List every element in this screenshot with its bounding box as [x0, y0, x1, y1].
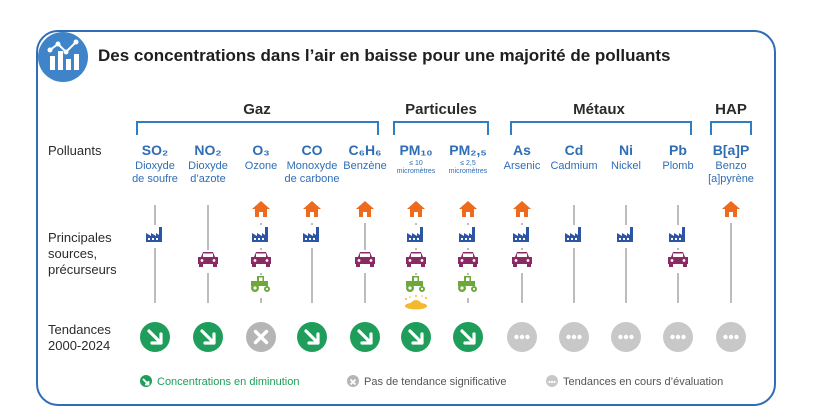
car-icon: [354, 250, 376, 273]
pollutant-9-source-line: [573, 205, 575, 303]
group-label-gaz: Gaz: [243, 101, 271, 118]
factory-icon: [145, 225, 165, 248]
factory-icon: [458, 225, 478, 248]
pollutant-11-name: Plomb: [662, 160, 694, 172]
pollutant-12-name: Benzo [a]pyrène: [708, 160, 754, 185]
pollutant-1-trend-down-arrow-icon: [140, 322, 170, 352]
car-icon: [667, 250, 689, 273]
pollutant-10-trend-dots-icon: [611, 322, 641, 352]
pollutant-2-name: Dioxyde d’azote: [188, 160, 228, 185]
pollutant-10-source-line: [625, 205, 627, 303]
legend-none-label: Pas de tendance significative: [364, 376, 507, 388]
house-icon: [512, 200, 532, 223]
pollutant-3-code: O₃: [252, 142, 270, 158]
car-icon: [405, 250, 427, 273]
house-icon: [406, 200, 426, 223]
pollutant-10-code: Ni: [619, 142, 633, 158]
car-icon: [511, 250, 533, 273]
pollutant-8-trend-dots-icon: [507, 322, 537, 352]
row-label-tendances: Tendances 2000-2024: [48, 322, 111, 353]
legend-down-label: Concentrations en diminution: [157, 376, 300, 388]
pollutant-3-trend-cross-icon: [246, 322, 276, 352]
legend-eval-label: Tendances en cours d’évaluation: [563, 376, 724, 388]
factory-icon: [512, 225, 532, 248]
legend-none-icon: [347, 375, 359, 387]
house-icon: [721, 200, 741, 223]
factory-icon: [302, 225, 322, 248]
legend-eval-icon: [546, 375, 558, 387]
pollutant-4-name: Monoxyde de carbone: [284, 160, 340, 185]
pollutant-11-code: Pb: [669, 142, 687, 158]
group-label-metaux: Métaux: [573, 101, 625, 118]
pollutant-8-code: As: [513, 142, 531, 158]
pollutant-8-name: Arsenic: [503, 160, 541, 172]
group-bracket-gaz: [136, 121, 379, 135]
factory-icon: [406, 225, 426, 248]
pollutant-12-trend-dots-icon: [716, 322, 746, 352]
pollutant-2-trend-down-arrow-icon: [193, 322, 223, 352]
pollutant-12-code: B[a]P: [712, 142, 750, 158]
car-icon: [197, 250, 219, 273]
dust-pile-icon: [401, 294, 431, 315]
car-icon: [250, 250, 272, 273]
pollutant-1-name: Dioxyde de soufre: [132, 160, 178, 185]
page-title: Des concentrations dans l’air en baisse …: [98, 46, 671, 65]
pollutant-4-trend-down-arrow-icon: [297, 322, 327, 352]
factory-icon: [564, 225, 584, 248]
pollutant-1-source-line: [154, 205, 156, 303]
pollutant-1-code: SO₂: [141, 142, 169, 158]
group-bracket-particules: [393, 121, 489, 135]
group-label-hap: HAP: [715, 101, 747, 118]
row-label-polluants: Polluants: [48, 143, 102, 158]
house-icon: [302, 200, 322, 223]
pollutant-4-source-line: [311, 205, 313, 303]
pollutant-9-trend-dots-icon: [559, 322, 589, 352]
infographic-frame: [36, 30, 776, 406]
pollutant-7-trend-down-arrow-icon: [453, 322, 483, 352]
group-bracket-metaux: [510, 121, 692, 135]
tractor-icon: [404, 275, 428, 298]
pollutant-4-code: CO: [301, 142, 323, 158]
pollutant-9-code: Cd: [564, 142, 584, 158]
factory-icon: [616, 225, 636, 248]
tractor-icon: [249, 275, 273, 298]
pollutant-6-trend-down-arrow-icon: [401, 322, 431, 352]
pollutant-6-size-note: ≤ 10 micromètres: [396, 160, 436, 175]
pollutant-11-trend-dots-icon: [663, 322, 693, 352]
car-icon: [457, 250, 479, 273]
house-icon: [251, 200, 271, 223]
pollutant-9-name: Cadmium: [550, 160, 598, 172]
legend-down-icon: [140, 375, 152, 387]
tractor-icon: [456, 275, 480, 298]
pollutant-3-name: Ozone: [244, 160, 278, 172]
group-bracket-hap: [710, 121, 752, 135]
house-icon: [458, 200, 478, 223]
chart-logo-icon: [38, 32, 88, 82]
house-icon: [355, 200, 375, 223]
pollutant-5-name: Benzène: [343, 160, 387, 172]
pollutant-5-code: C₆H₆: [348, 142, 382, 158]
pollutant-2-code: NO₂: [194, 142, 222, 158]
pollutant-7-code: PM₂,₅: [449, 142, 487, 158]
factory-icon: [668, 225, 688, 248]
pollutant-12-source-line: [730, 205, 732, 303]
row-label-sources: Principales sources, précurseurs: [48, 230, 117, 277]
group-label-particules: Particules: [405, 101, 477, 118]
pollutant-5-trend-down-arrow-icon: [350, 322, 380, 352]
pollutant-10-name: Nickel: [611, 160, 641, 172]
factory-icon: [251, 225, 271, 248]
pollutant-7-size-note: ≤ 2,5 micromètres: [448, 160, 488, 175]
pollutant-6-code: PM₁₀: [399, 142, 433, 158]
